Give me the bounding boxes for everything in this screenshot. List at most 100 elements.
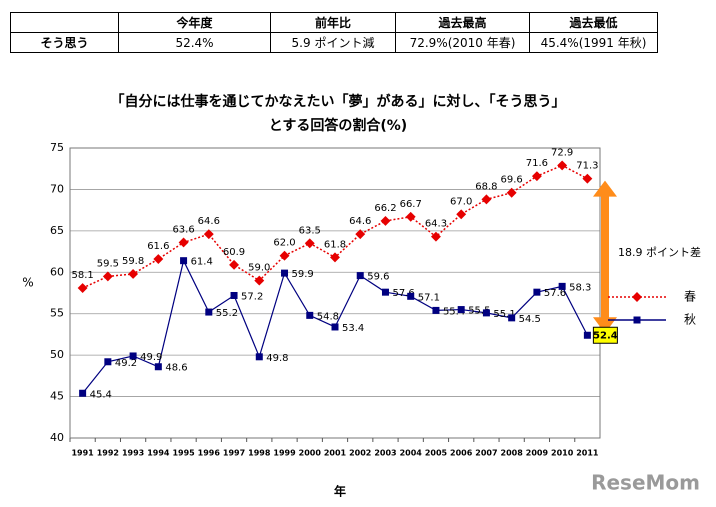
data-label: 49.9: [140, 352, 162, 363]
point: [508, 314, 516, 322]
x-tick-label: 1997: [223, 449, 245, 458]
cell: 72.9%(2010 年春): [395, 32, 530, 53]
plot-frame: [69, 147, 601, 439]
x-tick-label: 1998: [248, 449, 271, 458]
y-tick-label: 65: [50, 224, 64, 237]
point: [457, 306, 465, 314]
legend-label: 秋: [684, 313, 696, 327]
point: [381, 288, 389, 296]
data-label: 67.0: [450, 196, 472, 207]
data-label: 68.8: [475, 181, 497, 192]
data-label: 66.7: [400, 199, 422, 210]
legend-label: 春: [684, 290, 696, 304]
x-tick-label: 2001: [324, 449, 347, 458]
point: [481, 194, 492, 205]
data-label: 57.1: [418, 292, 440, 303]
x-tick-label: 2003: [374, 449, 396, 458]
point: [304, 238, 315, 249]
data-label: 71.6: [526, 158, 548, 169]
cell: 45.4%(1991 年秋): [529, 32, 658, 53]
y-tick-label: 70: [50, 182, 64, 195]
x-tick-label: 1993: [122, 449, 144, 458]
point: [356, 272, 364, 280]
data-label: 53.4: [342, 323, 364, 334]
y-tick-label: 55: [50, 307, 64, 320]
data-label: 55.2: [216, 308, 238, 319]
data-label: 55.4: [443, 306, 465, 317]
data-label: 58.1: [71, 270, 93, 281]
point: [154, 363, 162, 371]
y-tick-label: 75: [50, 141, 64, 154]
header-cell: 過去最低: [529, 12, 658, 33]
legend-marker: [633, 316, 641, 324]
data-label: 71.3: [576, 161, 598, 172]
x-tick-label: 2006: [450, 449, 473, 458]
data-label: 58.3: [569, 282, 591, 293]
annotation: 18.9 ポイント差: [618, 245, 701, 259]
data-label: 59.9: [292, 269, 314, 280]
x-tick-label: 2010: [551, 449, 574, 458]
point: [331, 323, 339, 331]
point: [407, 292, 415, 300]
x-tick-label: 2007: [475, 449, 497, 458]
y-tick-label: 60: [50, 265, 64, 278]
data-label: 59.8: [122, 256, 144, 267]
x-axis-label: 年: [334, 484, 346, 499]
point: [129, 352, 137, 360]
x-tick-label: 1992: [97, 449, 119, 458]
x-tick-label: 2005: [425, 449, 448, 458]
watermark: ReseMom: [591, 471, 700, 495]
point: [380, 215, 391, 226]
y-tick-label: 45: [50, 390, 64, 403]
point: [405, 211, 416, 222]
x-tick-label: 2004: [400, 449, 423, 458]
point: [330, 252, 340, 263]
point: [203, 229, 214, 240]
point: [431, 231, 441, 242]
point: [254, 275, 265, 286]
x-tick-label: 1994: [147, 449, 170, 458]
x-tick-label: 2000: [299, 449, 322, 458]
point: [281, 269, 289, 277]
point: [482, 309, 490, 317]
data-label: 59.5: [97, 258, 119, 269]
y-tick-label: 40: [50, 431, 64, 444]
data-label: 57.6: [392, 288, 414, 299]
point: [180, 257, 188, 265]
x-tick-label: 1999: [273, 449, 296, 458]
x-tick-label: 1991: [71, 449, 94, 458]
data-label: 64.3: [425, 219, 447, 230]
y-axis-label: %: [22, 276, 33, 290]
point: [230, 291, 238, 299]
diff-arrowhead: [593, 180, 617, 197]
point: [102, 271, 113, 282]
data-label: 72.9: [551, 147, 573, 158]
y-tick-label: 50: [50, 348, 64, 361]
highlight-box: [592, 326, 618, 344]
point: [229, 259, 239, 270]
cell: 5.9 ポイント減: [270, 32, 396, 53]
point: [355, 229, 366, 240]
point: [255, 353, 263, 361]
data-label: 61.6: [147, 241, 169, 252]
chart-subtitle: とする回答の割合(%): [269, 117, 407, 134]
point: [557, 160, 568, 171]
diff-arrowhead: [593, 317, 617, 334]
data-label: 55.5: [468, 306, 490, 317]
data-label: 64.6: [349, 216, 371, 227]
data-label: 59.6: [367, 272, 389, 283]
point: [79, 389, 87, 397]
cell: 52.4%: [118, 32, 271, 53]
data-label: 52.4: [593, 330, 618, 341]
data-label: 48.6: [165, 363, 187, 374]
x-tick-label: 2002: [349, 449, 371, 458]
x-tick-label: 2011: [576, 449, 599, 458]
x-tick-label: 1996: [198, 449, 221, 458]
data-label: 54.5: [519, 314, 541, 325]
data-label: 64.6: [198, 216, 220, 227]
point: [456, 209, 467, 220]
data-label: 49.8: [266, 353, 288, 364]
row-label: そう思う: [10, 32, 119, 53]
